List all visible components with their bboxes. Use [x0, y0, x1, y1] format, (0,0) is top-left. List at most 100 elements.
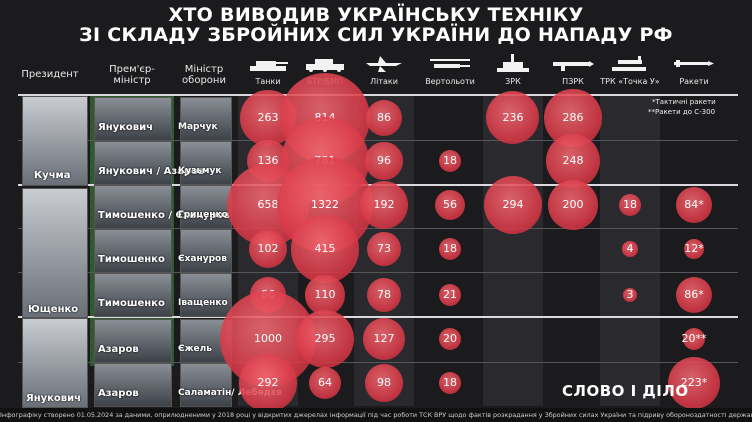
- defense-photo: [180, 97, 232, 141]
- logo: СЛОВО І ДІЛО: [562, 382, 689, 400]
- footer-text: Інфографіку створено 01.05.2024 за даним…: [0, 408, 752, 422]
- value-label: 20: [443, 332, 457, 345]
- note-s300: **Ракети до С-300: [648, 108, 716, 116]
- helicopter-icon: [430, 59, 470, 68]
- defense-name: Саламатін/ Лебедєв: [178, 388, 282, 398]
- value-bubble: [483, 175, 542, 234]
- category-label: ПЗРК: [562, 77, 584, 86]
- defense-name: Марчук: [178, 122, 218, 132]
- president-name-kuchma: Кучма: [34, 170, 71, 181]
- pm-name: Янукович: [98, 122, 153, 133]
- defense-photo: [180, 229, 232, 273]
- pm-name: Тимошенко: [98, 298, 165, 309]
- value-bubble: [486, 91, 540, 145]
- value-bubble: [239, 354, 297, 412]
- row-divider: [18, 362, 738, 363]
- defense-name: Кузьмук: [178, 166, 222, 176]
- value-bubble: [622, 287, 638, 303]
- value-label: 1322: [311, 198, 339, 211]
- president-photo-yushchenko: [22, 188, 88, 318]
- president-name-yanukovych: Янукович: [26, 393, 81, 404]
- header-separator: [18, 94, 738, 96]
- defense-photo: [180, 185, 232, 229]
- value-bubble: [365, 142, 403, 180]
- defense-name: Іващенко: [178, 298, 228, 308]
- header-president: Президент: [21, 69, 79, 80]
- value-label: 64: [318, 376, 332, 389]
- value-label: 73: [377, 242, 391, 255]
- value-bubble: [366, 277, 402, 313]
- value-label: 18: [443, 242, 457, 255]
- value-bubble: [295, 309, 355, 369]
- row-divider: [18, 272, 738, 273]
- value-bubble: [248, 229, 288, 269]
- tank-icon: [250, 61, 288, 71]
- value-label: 236: [502, 111, 524, 124]
- value-label: 78: [377, 288, 391, 301]
- value-bubble: [439, 372, 461, 394]
- value-label: 1000: [254, 332, 282, 345]
- value-label: 110: [314, 288, 336, 301]
- column-background: [483, 94, 543, 406]
- pm-name: Тимошенко: [98, 254, 165, 265]
- apc-icon: [306, 59, 344, 72]
- value-bubble: [438, 283, 462, 307]
- value-label: 18: [623, 198, 637, 211]
- value-label: 263: [257, 111, 279, 124]
- defense-name: Єжель: [178, 344, 212, 354]
- value-label: 136: [257, 154, 279, 167]
- header-pm: Прем'єр-міністр: [109, 64, 155, 86]
- value-label: 3: [626, 288, 634, 301]
- value-bubble: [359, 180, 409, 230]
- value-label: 102: [257, 242, 279, 255]
- value-label: 415: [314, 242, 336, 255]
- pm-photo: [94, 229, 172, 273]
- pm-name: Тимошенко / Єхануров: [98, 210, 230, 221]
- sam-icon: [497, 54, 529, 72]
- value-bubble: [439, 238, 461, 260]
- title-line-1: ХТО ВИВОДИВ УКРАЇНСЬКУ ТЕХНІКУ: [168, 4, 584, 26]
- value-label: 4: [626, 242, 634, 255]
- row-divider: [18, 228, 738, 229]
- defense-name: Єхануров: [178, 254, 227, 264]
- value-label: 21: [443, 288, 457, 301]
- value-label: 192: [373, 198, 395, 211]
- category-label: Ракети: [679, 77, 709, 86]
- value-bubble: [545, 133, 601, 189]
- value-label: 200: [562, 198, 584, 211]
- value-bubble: [308, 366, 342, 400]
- value-label: 223*: [680, 376, 708, 389]
- value-bubble: [367, 232, 401, 266]
- value-bubble: [363, 318, 405, 360]
- value-label: 292: [257, 376, 279, 389]
- value-bubble: [438, 327, 462, 351]
- pm-name: Азаров: [98, 388, 139, 399]
- value-label: 18: [443, 376, 457, 389]
- value-label: 56: [443, 198, 457, 211]
- pm-photo: [94, 273, 172, 317]
- category-label: Танки: [255, 77, 281, 86]
- value-bubble: [366, 100, 402, 136]
- value-label: 20**: [681, 332, 707, 345]
- value-label: 86*: [684, 288, 704, 301]
- value-label: 18: [443, 154, 457, 167]
- category-label: ЗРК: [505, 77, 521, 86]
- value-label: 658: [257, 198, 279, 211]
- defense-name: Гриценко: [178, 210, 228, 220]
- value-label: 84*: [684, 198, 704, 211]
- value-bubble: [291, 215, 359, 283]
- missile-launcher-icon: [612, 56, 646, 71]
- category-label: Вертольоти: [425, 77, 475, 86]
- defense-photo: [180, 273, 232, 317]
- president-photo-yanukovych: [22, 318, 88, 408]
- value-label: 248: [562, 154, 584, 167]
- category-label: Літаки: [370, 77, 398, 86]
- pm-photo: [94, 363, 172, 407]
- row-divider: [18, 140, 738, 141]
- missile-icon: [674, 60, 714, 67]
- value-bubble: [439, 150, 461, 172]
- value-label: 294: [502, 198, 524, 211]
- value-bubble: [676, 277, 712, 313]
- pm-photo: [94, 97, 172, 141]
